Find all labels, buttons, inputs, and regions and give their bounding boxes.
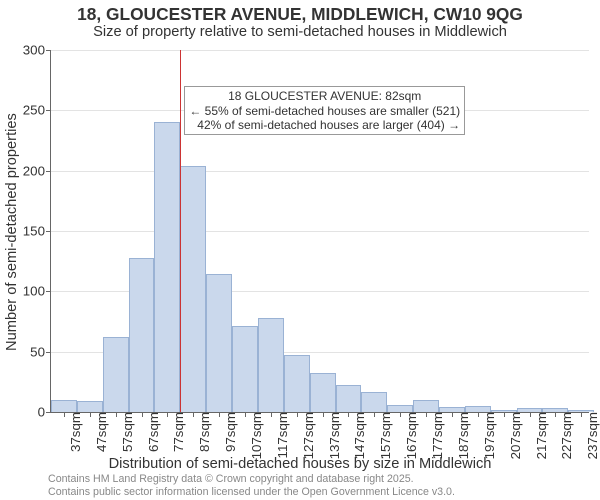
- x-tick-label: 127sqm: [297, 412, 316, 459]
- histogram-bar: [310, 373, 336, 412]
- y-tick-label: 250: [23, 103, 51, 118]
- x-axis-label: Distribution of semi-detached houses by …: [0, 456, 600, 472]
- gridline: [51, 171, 589, 172]
- histogram-bar: [103, 337, 129, 412]
- annotation-box: 18 GLOUCESTER AVENUE: 82sqm← 55% of semi…: [184, 86, 465, 135]
- x-tick-label: 77sqm: [167, 412, 186, 452]
- histogram-bar: [413, 400, 439, 412]
- x-tick-label: 167sqm: [400, 412, 419, 459]
- y-tick-label: 100: [23, 284, 51, 299]
- x-tick-label: 187sqm: [452, 412, 471, 459]
- histogram-bar: [180, 166, 206, 412]
- x-tick-label: 117sqm: [271, 412, 290, 458]
- annotation-line-1: 18 GLOUCESTER AVENUE: 82sqm: [189, 89, 460, 103]
- histogram-bar: [387, 405, 413, 412]
- histogram-bar: [336, 385, 362, 412]
- reference-line: [180, 50, 181, 412]
- x-tick-label: 197sqm: [478, 412, 497, 459]
- chart-title: 18, GLOUCESTER AVENUE, MIDDLEWICH, CW10 …: [0, 4, 600, 25]
- chart-subtitle: Size of property relative to semi-detach…: [0, 24, 600, 40]
- y-tick-label: 50: [30, 344, 51, 359]
- x-tick-label: 237sqm: [581, 412, 600, 459]
- y-tick-label: 300: [23, 43, 51, 58]
- x-tick-label: 47sqm: [90, 412, 109, 452]
- histogram-bar: [284, 355, 310, 412]
- chart-container: 18, GLOUCESTER AVENUE, MIDDLEWICH, CW10 …: [0, 0, 600, 500]
- histogram-bar: [491, 410, 517, 412]
- x-tick-label: 57sqm: [116, 412, 135, 452]
- histogram-bar: [258, 318, 284, 412]
- histogram-bar: [517, 408, 543, 412]
- x-tick-label: 37sqm: [64, 412, 83, 452]
- y-tick-label: 150: [23, 224, 51, 239]
- x-tick-label: 87sqm: [193, 412, 212, 452]
- x-tick-label: 137sqm: [323, 412, 342, 459]
- histogram-bar: [542, 408, 568, 412]
- gridline: [51, 231, 589, 232]
- histogram-bar: [129, 258, 155, 412]
- histogram-bar: [232, 326, 258, 412]
- histogram-bar: [465, 406, 491, 412]
- x-tick-label: 157sqm: [374, 412, 393, 459]
- histogram-bar: [206, 274, 232, 412]
- x-tick-label: 67sqm: [142, 412, 161, 452]
- annotation-line-2: ← 55% of semi-detached houses are smalle…: [189, 104, 460, 118]
- histogram-bar: [154, 122, 180, 412]
- y-tick-label: 200: [23, 163, 51, 178]
- attribution-text: Contains HM Land Registry data © Crown c…: [48, 473, 455, 498]
- histogram-bar: [77, 401, 103, 412]
- x-tick-label: 227sqm: [555, 412, 574, 459]
- x-tick-label: 107sqm: [245, 412, 264, 459]
- histogram-bar: [51, 400, 77, 412]
- y-tick-label: 0: [38, 405, 51, 420]
- x-tick-label: 147sqm: [348, 412, 367, 459]
- x-tick-label: 97sqm: [219, 412, 238, 452]
- histogram-bar: [361, 392, 387, 413]
- plot-area: 05010015020025030037sqm47sqm57sqm67sqm77…: [50, 50, 589, 413]
- x-tick-label: 207sqm: [504, 412, 523, 459]
- x-tick-label: 217sqm: [530, 412, 549, 459]
- histogram-bar: [568, 410, 594, 412]
- annotation-line-3: 42% of semi-detached houses are larger (…: [189, 118, 460, 132]
- x-tick-label: 177sqm: [426, 412, 445, 459]
- y-axis-label: Number of semi-detached properties: [4, 113, 20, 351]
- gridline: [51, 50, 589, 51]
- histogram-bar: [439, 407, 465, 412]
